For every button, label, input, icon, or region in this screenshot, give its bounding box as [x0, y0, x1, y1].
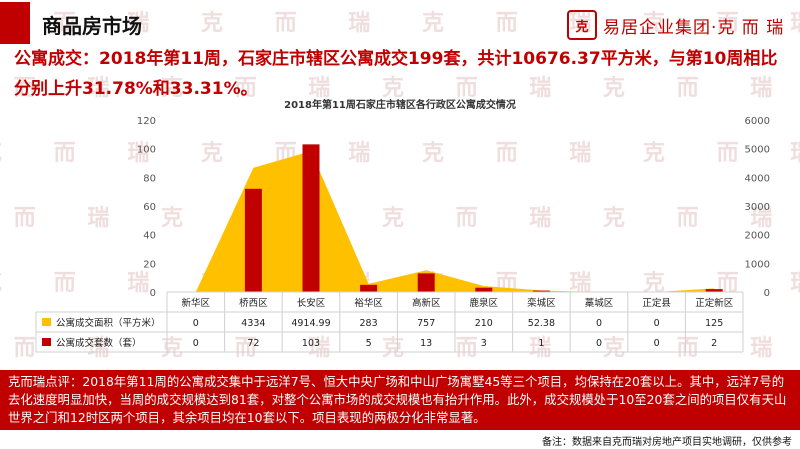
data-label: 2	[711, 338, 717, 349]
y-right-tick-label: 4000	[745, 173, 770, 184]
y-right-tick-label: 6000	[745, 116, 770, 127]
logo-mark-icon: 克	[567, 10, 597, 40]
y-right-tick-label: 5000	[745, 145, 770, 156]
x-tick-label: 桥西区	[239, 297, 268, 309]
data-label: 757	[417, 318, 435, 329]
x-tick-label: 藁城区	[585, 297, 614, 309]
logo: 克 易居企业集团·克 而 瑞	[567, 8, 784, 42]
data-label: 0	[596, 318, 602, 329]
legend-swatch	[42, 318, 51, 326]
page-title: 商品房市场	[42, 14, 142, 38]
x-tick-label: 高新区	[412, 297, 441, 309]
data-label: 0	[654, 338, 660, 349]
logo-text: 易居企业集团·克 而 瑞	[603, 17, 785, 38]
x-tick-label: 栾城区	[527, 297, 556, 309]
data-label: 52.38	[528, 318, 555, 329]
y-right-tick-label: 1000	[745, 259, 770, 270]
x-tick-label: 裕华区	[354, 297, 383, 309]
legend-swatch	[42, 338, 51, 346]
data-label: 103	[302, 338, 320, 349]
data-label: 4914.99	[291, 318, 330, 329]
x-tick-label: 长安区	[297, 297, 326, 309]
data-label: 210	[475, 318, 493, 329]
y-left-tick-label: 120	[137, 116, 156, 127]
bar-units	[532, 290, 550, 292]
bar-units	[244, 188, 262, 292]
bar-units	[705, 289, 723, 292]
y-left-tick-label: 100	[137, 145, 156, 156]
bar-units	[360, 284, 378, 292]
bar-units	[302, 144, 320, 292]
footnote: 备注：数据来自克而瑞对房地产项目实地调研，仅供参考	[542, 437, 792, 448]
data-label: 0	[193, 338, 199, 349]
y-right-tick-label: 0	[764, 288, 770, 299]
area-series-sqm	[195, 151, 715, 292]
chart-title: 2018年第11周石家庄市辖区各行政区公寓成交情况	[284, 98, 516, 111]
data-label: 72	[247, 338, 259, 349]
data-label: 13	[420, 338, 432, 349]
data-label: 283	[360, 318, 378, 329]
y-right-tick-label: 3000	[745, 202, 770, 213]
y-left-tick-label: 40	[143, 231, 156, 242]
headline: 公寓成交：2018年第11周，石家庄市辖区公寓成交199套，共计10676.37…	[14, 49, 778, 99]
x-tick-label: 正定新区	[695, 297, 734, 309]
chart: 2018年第11周石家庄市辖区各行政区公寓成交情况020406080100120…	[35, 98, 770, 353]
data-label: 1	[538, 338, 544, 349]
title-accent-bar	[0, 2, 30, 44]
x-tick-label: 新华区	[182, 297, 211, 309]
legend-label: 公寓成交套数（套）	[56, 337, 142, 349]
data-label: 0	[654, 318, 660, 329]
data-label: 0	[193, 318, 199, 329]
data-label: 4334	[241, 318, 265, 329]
bar-units	[475, 287, 493, 292]
y-left-tick-label: 0	[150, 288, 156, 299]
y-left-tick-label: 20	[143, 259, 156, 270]
data-label: 0	[596, 338, 602, 349]
data-label: 125	[705, 318, 723, 329]
y-right-tick-label: 2000	[745, 231, 770, 242]
analyst-comment: 克而瑞点评：2018年第11周的公寓成交集中于远洋7号、恒大中央广场和中山广场寓…	[0, 370, 800, 430]
x-tick-label: 鹿泉区	[470, 297, 499, 309]
x-tick-label: 正定县	[642, 297, 671, 309]
bar-units	[417, 273, 435, 292]
y-left-tick-label: 80	[143, 173, 156, 184]
legend-label: 公寓成交面积（平方米）	[56, 317, 161, 329]
data-label: 3	[481, 338, 487, 349]
data-label: 5	[366, 338, 372, 349]
y-left-tick-label: 60	[143, 202, 156, 213]
